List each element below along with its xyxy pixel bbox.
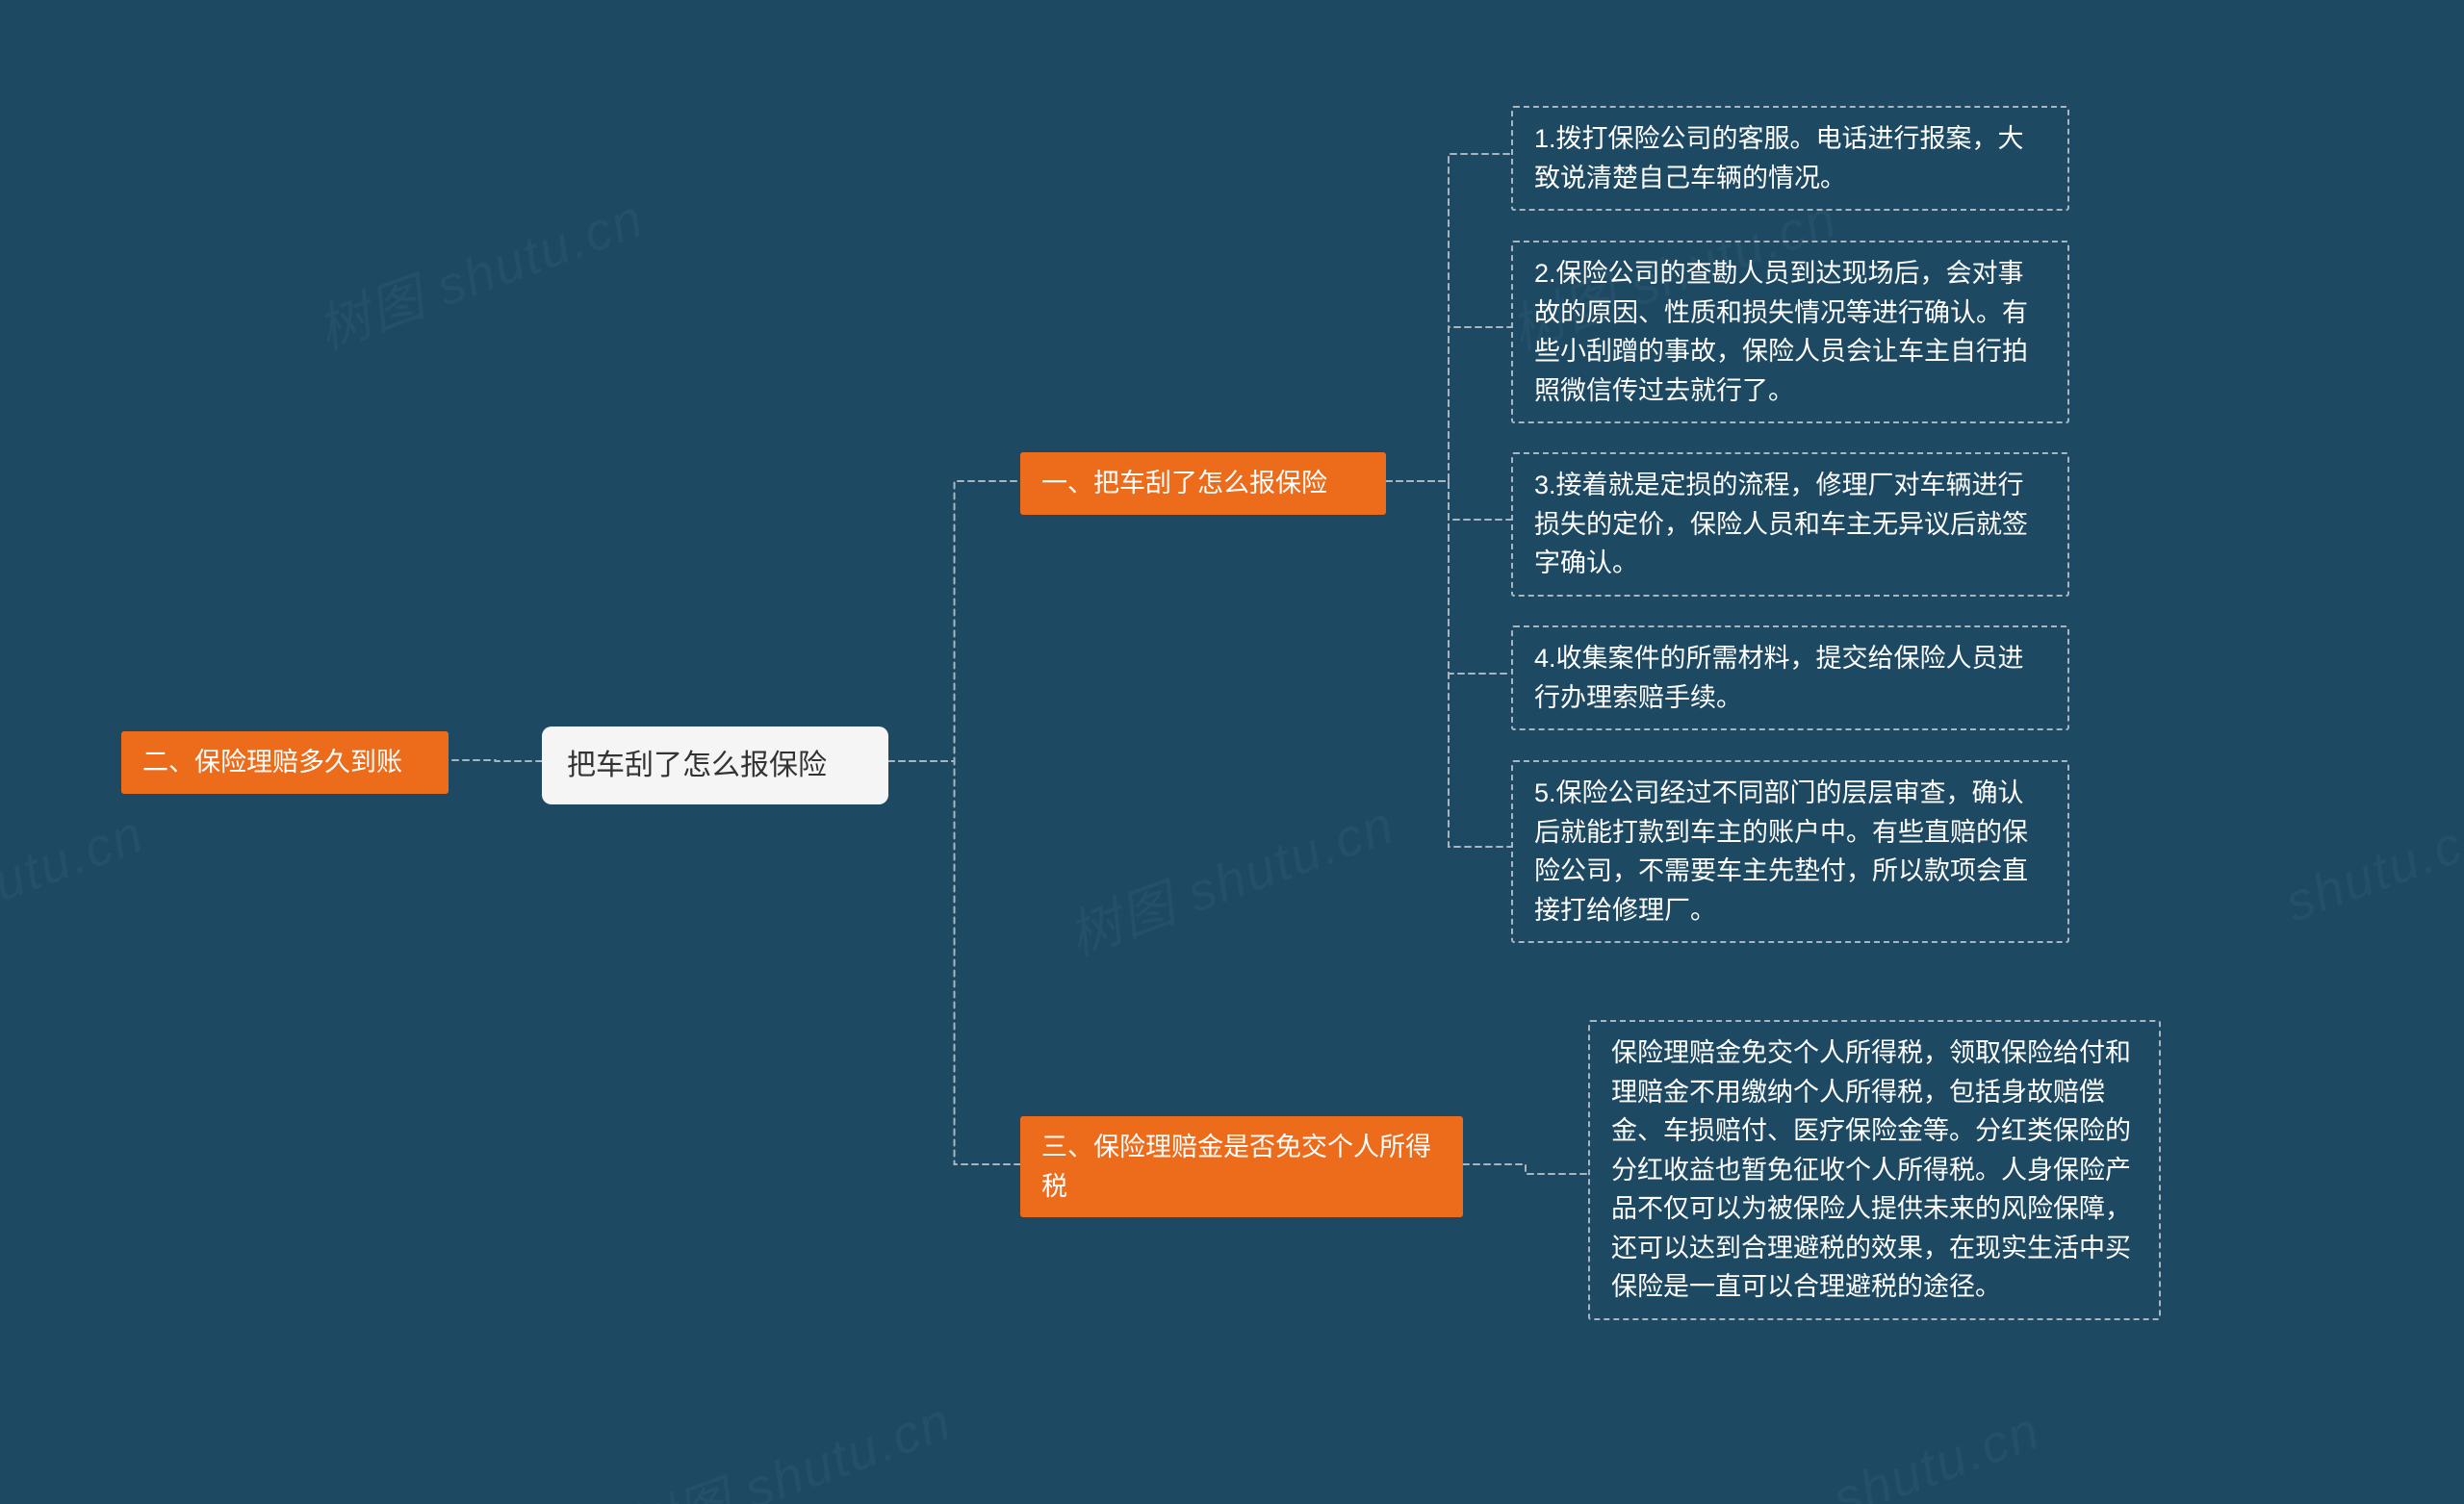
leaf-step5[interactable]: 5.保险公司经过不同部门的层层审查，确认后就能打款到车主的账户中。有些直赔的保险… [1511,760,2069,943]
watermark: shutu.cn [1825,1399,2048,1504]
branch-section1[interactable]: 一、把车刮了怎么报保险 [1020,452,1386,515]
leaf-step4[interactable]: 4.收集案件的所需材料，提交给保险人员进行办理索赔手续。 [1511,625,2069,730]
leaf-step2[interactable]: 2.保险公司的查勘人员到达现场后，会对事故的原因、性质和损失情况等进行确认。有些… [1511,241,2069,423]
branch-section2[interactable]: 二、保险理赔多久到账 [121,731,449,794]
watermark: 树图 shutu.cn [1056,781,1403,971]
leaf-step1[interactable]: 1.拨打保险公司的客服。电话进行报案，大致说清楚自己车辆的情况。 [1511,106,2069,211]
watermark: shutu.cn [0,803,152,934]
watermark: shutu.cn [2277,803,2464,934]
watermark: 树图 shutu.cn [305,175,653,365]
root-node[interactable]: 把车刮了怎么报保险 [542,727,888,804]
mindmap-canvas: 树图 shutu.cn 树图 shutu.cn shutu.cn 树图 shut… [0,0,2464,1504]
watermark: 树图 shutu.cn [613,1378,961,1504]
branch-section3[interactable]: 三、保险理赔金是否免交个人所得税 [1020,1116,1463,1217]
leaf-tax-info[interactable]: 保险理赔金免交个人所得税，领取保险给付和理赔金不用缴纳个人所得税，包括身故赔偿金… [1588,1020,2161,1320]
leaf-step3[interactable]: 3.接着就是定损的流程，修理厂对车辆进行损失的定价，保险人员和车主无异议后就签字… [1511,452,2069,597]
